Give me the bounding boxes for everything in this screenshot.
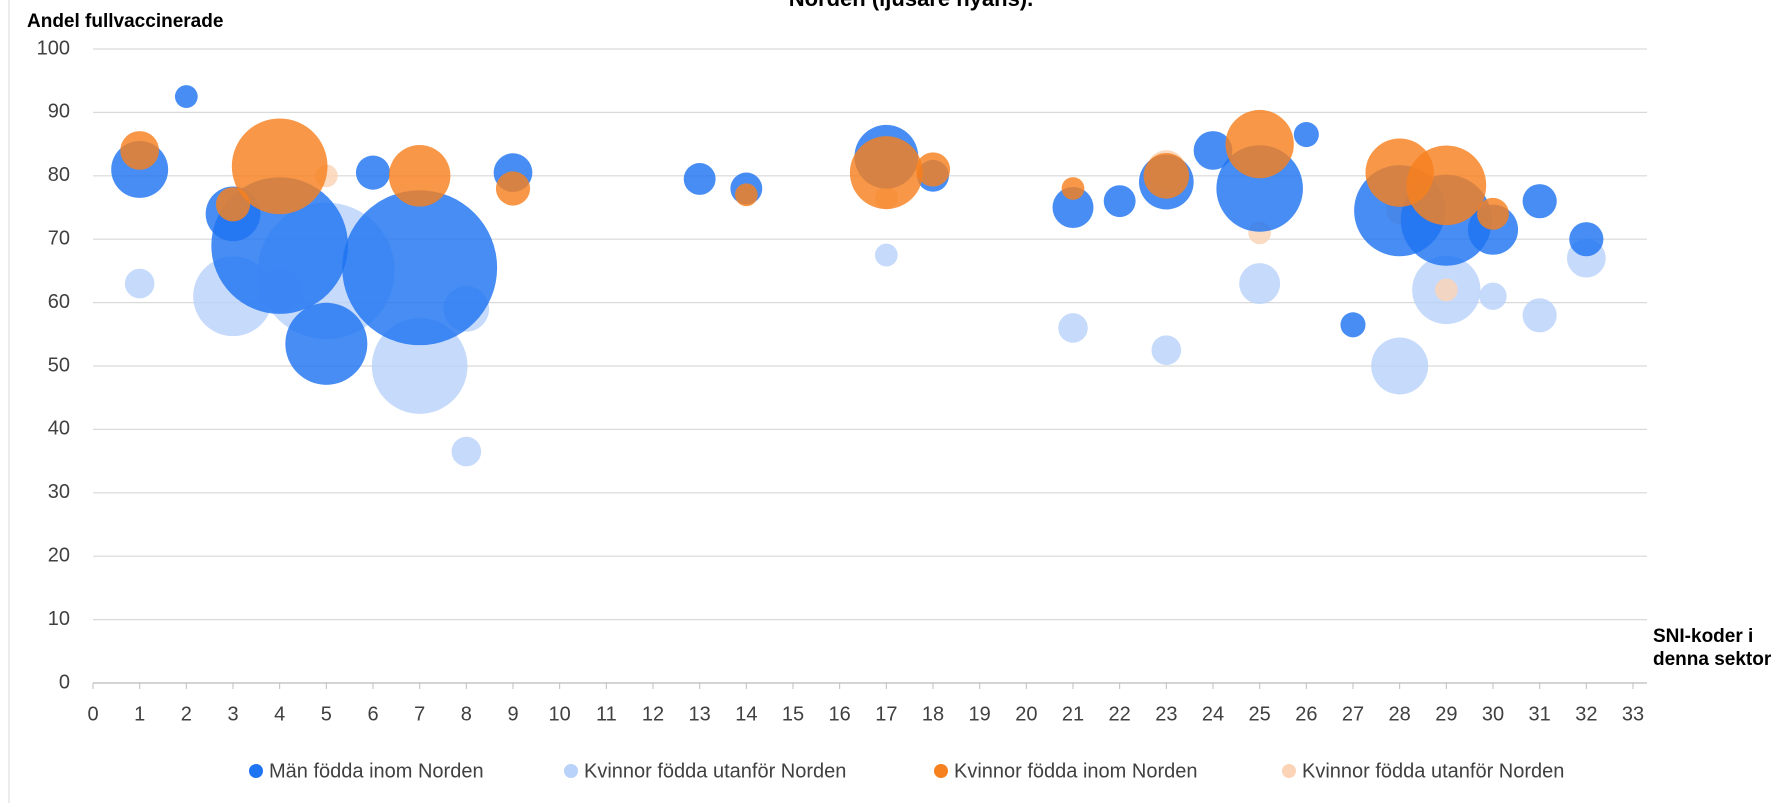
bubble (285, 302, 368, 385)
y-tick-label: 70 (48, 227, 70, 249)
x-tick-label: 10 (549, 703, 571, 725)
y-tick-label: 90 (48, 101, 70, 123)
x-tick-label: 9 (507, 703, 518, 725)
legend-marker (564, 764, 578, 778)
y-tick-label: 10 (48, 608, 70, 630)
legend-label: Män födda inom Norden (269, 760, 484, 782)
legend-label: Kvinnor födda utanför Norden (584, 760, 846, 782)
bubble (1371, 337, 1429, 395)
legend-label: Kvinnor födda utanför Norden (1302, 760, 1564, 782)
bubble (1340, 312, 1366, 338)
bubble (1143, 153, 1190, 199)
x-tick-label: 33 (1622, 703, 1644, 725)
x-tick-label: 24 (1202, 703, 1224, 725)
x-tick-label: 21 (1062, 703, 1084, 725)
x-tick-label: 31 (1529, 703, 1551, 725)
bubble (1239, 263, 1281, 305)
x-tick-label: 14 (735, 703, 757, 725)
y-tick-label: 60 (48, 291, 70, 313)
x-tick-label: 30 (1482, 703, 1504, 725)
x-axis-title: SNI-koder i denna sektor (1653, 626, 1772, 670)
y-tick-label: 80 (48, 164, 70, 186)
x-tick-label: 27 (1342, 703, 1364, 725)
bubble (1434, 278, 1458, 302)
bubble (451, 436, 482, 467)
bubble (1193, 131, 1233, 170)
y-tick-label: 100 (37, 37, 70, 59)
bubble (231, 118, 328, 215)
x-tick-label: 18 (922, 703, 944, 725)
chart-title: Norden (ljusare nyans). (789, 0, 1034, 11)
bubble (1151, 335, 1182, 365)
bubble (1569, 222, 1604, 257)
bubble (355, 155, 391, 190)
x-tick-label: 13 (689, 703, 711, 725)
bubble (388, 145, 451, 207)
bubble (1293, 122, 1319, 148)
x-tick-label: 19 (969, 703, 991, 725)
bubble (1479, 282, 1507, 310)
bubble (342, 190, 498, 346)
bubble (683, 163, 716, 195)
x-tick-label: 5 (321, 703, 332, 725)
bubble (1477, 197, 1509, 230)
bubble (1061, 177, 1085, 200)
bubble (124, 268, 155, 299)
x-tick-label: 0 (87, 703, 98, 725)
y-tick-label: 40 (48, 418, 70, 440)
x-tick-label: 7 (414, 703, 425, 725)
bubble (215, 187, 251, 222)
bubble (174, 85, 198, 108)
y-tick-label: 0 (59, 671, 70, 693)
y-tick-label: 50 (48, 354, 70, 376)
legend-marker (934, 764, 948, 778)
bubble (1522, 184, 1557, 219)
legend-label: Kvinnor födda inom Norden (954, 760, 1197, 782)
bubble (1103, 185, 1136, 218)
bubble (1406, 145, 1487, 226)
bubble (1522, 298, 1557, 333)
bubble (874, 243, 898, 267)
bubble (1058, 313, 1088, 343)
x-tick-label: 4 (274, 703, 285, 725)
bubble (120, 131, 160, 170)
y-axis-title: Andel fullvaccinerade (27, 11, 223, 32)
bubble (849, 136, 923, 210)
x-tick-label: 15 (782, 703, 804, 725)
legend-marker (249, 764, 263, 778)
y-tick-label: 20 (48, 544, 70, 566)
x-tick-label: 25 (1249, 703, 1271, 725)
bubble (371, 318, 468, 414)
x-tick-label: 1 (134, 703, 145, 725)
x-tick-label: 17 (875, 703, 897, 725)
x-tick-label: 3 (227, 703, 238, 725)
x-tick-label: 12 (642, 703, 664, 725)
x-tick-label: 11 (596, 703, 617, 725)
x-tick-label: 23 (1155, 703, 1177, 725)
x-tick-label: 26 (1295, 703, 1317, 725)
x-tick-label: 22 (1109, 703, 1131, 725)
bubble (915, 152, 951, 187)
bubble (1052, 186, 1094, 229)
legend-marker (1282, 764, 1296, 778)
x-tick-label: 29 (1435, 703, 1457, 725)
bubble (734, 183, 758, 207)
y-tick-label: 30 (48, 481, 70, 503)
x-tick-label: 16 (829, 703, 851, 725)
bubble (1225, 109, 1294, 179)
x-tick-label: 2 (181, 703, 192, 725)
x-tick-label: 8 (461, 703, 472, 725)
x-tick-label: 20 (1015, 703, 1037, 725)
x-tick-label: 6 (367, 703, 378, 725)
x-tick-label: 32 (1575, 703, 1597, 725)
bubble (495, 171, 531, 206)
x-tick-label: 28 (1389, 703, 1411, 725)
